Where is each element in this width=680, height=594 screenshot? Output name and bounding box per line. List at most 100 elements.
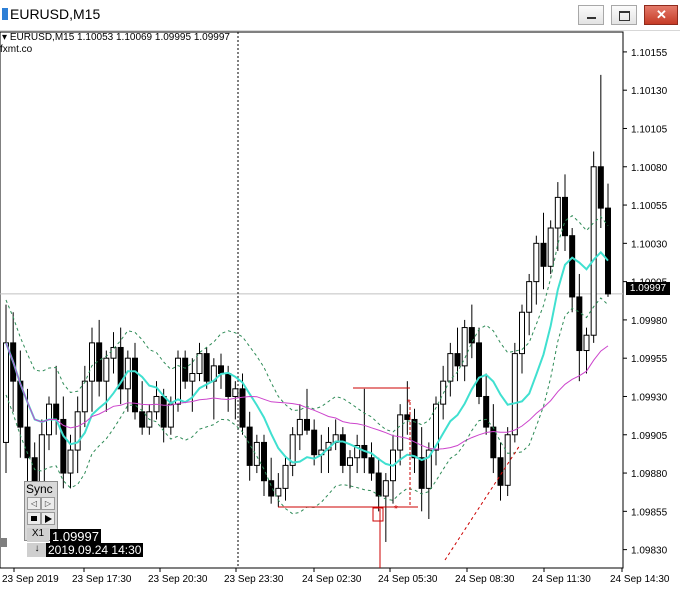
- candle-body: [569, 235, 576, 298]
- time-tick-label: 24 Sep 08:30: [455, 574, 515, 585]
- candle-body: [261, 441, 267, 482]
- marker-box: [0, 538, 7, 547]
- candle-body: [167, 403, 174, 428]
- candle-body: [590, 166, 597, 336]
- time-tick-label: 23 Sep 17:30: [72, 574, 132, 585]
- price-tick-label: 1.10155: [631, 48, 668, 59]
- watermark: fxmt.co: [0, 44, 33, 55]
- time-tick-label: 23 Sep 20:30: [148, 574, 208, 585]
- moving-average-slow: [5, 342, 609, 450]
- candle-body: [110, 346, 117, 359]
- candle-body: [504, 434, 511, 486]
- candle-body: [53, 403, 60, 420]
- candle-body: [139, 411, 146, 428]
- stop-icon[interactable]: [27, 512, 41, 525]
- candle-body: [382, 480, 389, 497]
- time-tick-label: 24 Sep 02:30: [302, 574, 362, 585]
- price-tick-label: 1.09855: [631, 507, 668, 518]
- crosshair-price-label: 1.09997: [50, 529, 101, 544]
- price-tick-label: 1.09955: [631, 354, 668, 365]
- candle-body: [175, 357, 181, 405]
- candle-body: [282, 464, 289, 489]
- order-marker-box: [372, 507, 384, 522]
- candle-body: [540, 242, 547, 267]
- candle-body: [182, 357, 189, 382]
- price-tick-label: 1.10055: [631, 201, 668, 212]
- candle-body: [347, 457, 353, 466]
- symbol-ohlc: EURUSD,M15 1.10053 1.10069 1.09995 1.099…: [9, 32, 230, 43]
- candle-body: [311, 429, 318, 456]
- candle-body: [576, 296, 583, 352]
- candle-body: [218, 365, 224, 375]
- symbol-info: ▾ EURUSD,M15 1.10053 1.10069 1.09995 1.0…: [2, 32, 230, 43]
- candle-body: [24, 426, 31, 459]
- crosshair-time-label: 2019.09.24 14:30: [46, 543, 144, 557]
- price-tick-label: 1.09930: [631, 392, 668, 403]
- candle-body: [339, 434, 346, 466]
- time-tick-label: 23 Sep 23:30: [224, 574, 284, 585]
- candle-body: [418, 457, 425, 489]
- price-tick-label: 1.09905: [631, 431, 668, 442]
- current-price-label: 1.09997: [626, 282, 670, 295]
- candle-body: [74, 411, 81, 451]
- sync-button[interactable]: Sync: [26, 482, 53, 496]
- candle-body: [397, 414, 404, 451]
- candle-body: [483, 395, 490, 428]
- close-button[interactable]: [644, 5, 678, 25]
- candle-body: [189, 373, 196, 382]
- candle-body: [253, 441, 260, 466]
- candle-body: [132, 357, 138, 413]
- price-tick-label: 1.09830: [631, 546, 668, 557]
- candle-body: [454, 353, 461, 367]
- candle-body: [3, 342, 9, 443]
- candle-body: [468, 327, 475, 344]
- candle-body: [368, 457, 375, 474]
- candle-body: [203, 353, 210, 382]
- upper-band: [5, 215, 609, 433]
- step-forward-icon[interactable]: ▷: [41, 497, 55, 510]
- chart-window-icon: [2, 8, 8, 20]
- step-back-icon[interactable]: ◁: [27, 497, 41, 510]
- candle-body: [160, 395, 167, 428]
- candle-body: [117, 346, 124, 390]
- candle-body: [304, 418, 310, 431]
- maximize-button[interactable]: [611, 5, 637, 25]
- candle-body: [433, 403, 439, 451]
- candle-body: [533, 242, 540, 283]
- price-tick-label: 1.10105: [631, 124, 668, 135]
- candle-body: [554, 196, 561, 229]
- moving-average-fast: [5, 250, 609, 467]
- candle-body: [89, 342, 95, 382]
- candle-body: [547, 227, 554, 267]
- collapse-arrow-icon[interactable]: ▾: [2, 32, 8, 43]
- plot-area: [0, 31, 624, 569]
- candle-body: [583, 334, 590, 352]
- candle-body: [246, 426, 253, 466]
- candle-body: [605, 207, 611, 295]
- candle-body: [232, 388, 239, 397]
- candle-body: [404, 414, 411, 420]
- candle-body: [497, 457, 504, 486]
- time-tick-label: 24 Sep 11:30: [532, 574, 591, 585]
- price-tick-label: 1.10080: [631, 163, 668, 174]
- price-tick-label: 1.09880: [631, 469, 668, 480]
- candle-body: [411, 418, 418, 459]
- price-tick-label: 1.10030: [631, 239, 668, 250]
- price-chart[interactable]: 1.10155 1.10130 1.10105 1.10080 1.10055 1.100…: [0, 30, 680, 594]
- candle-body: [447, 353, 454, 382]
- candle-body: [562, 196, 568, 237]
- candle-body: [526, 281, 533, 313]
- candle-body: [67, 449, 74, 474]
- price-tick-label: 1.10130: [631, 86, 668, 97]
- candle-body: [289, 434, 296, 466]
- candle-body: [375, 472, 382, 497]
- order-star-icon: *: [407, 398, 411, 409]
- candle-body: [461, 327, 468, 367]
- play-icon[interactable]: [41, 512, 55, 525]
- candle-body: [268, 480, 275, 497]
- down-arrow-icon[interactable]: ↓: [27, 543, 47, 557]
- speed-label[interactable]: X1: [27, 528, 49, 542]
- candle-body: [354, 444, 361, 459]
- minimize-button[interactable]: [578, 5, 604, 25]
- window-title-bar: EURUSD,M15: [0, 0, 680, 31]
